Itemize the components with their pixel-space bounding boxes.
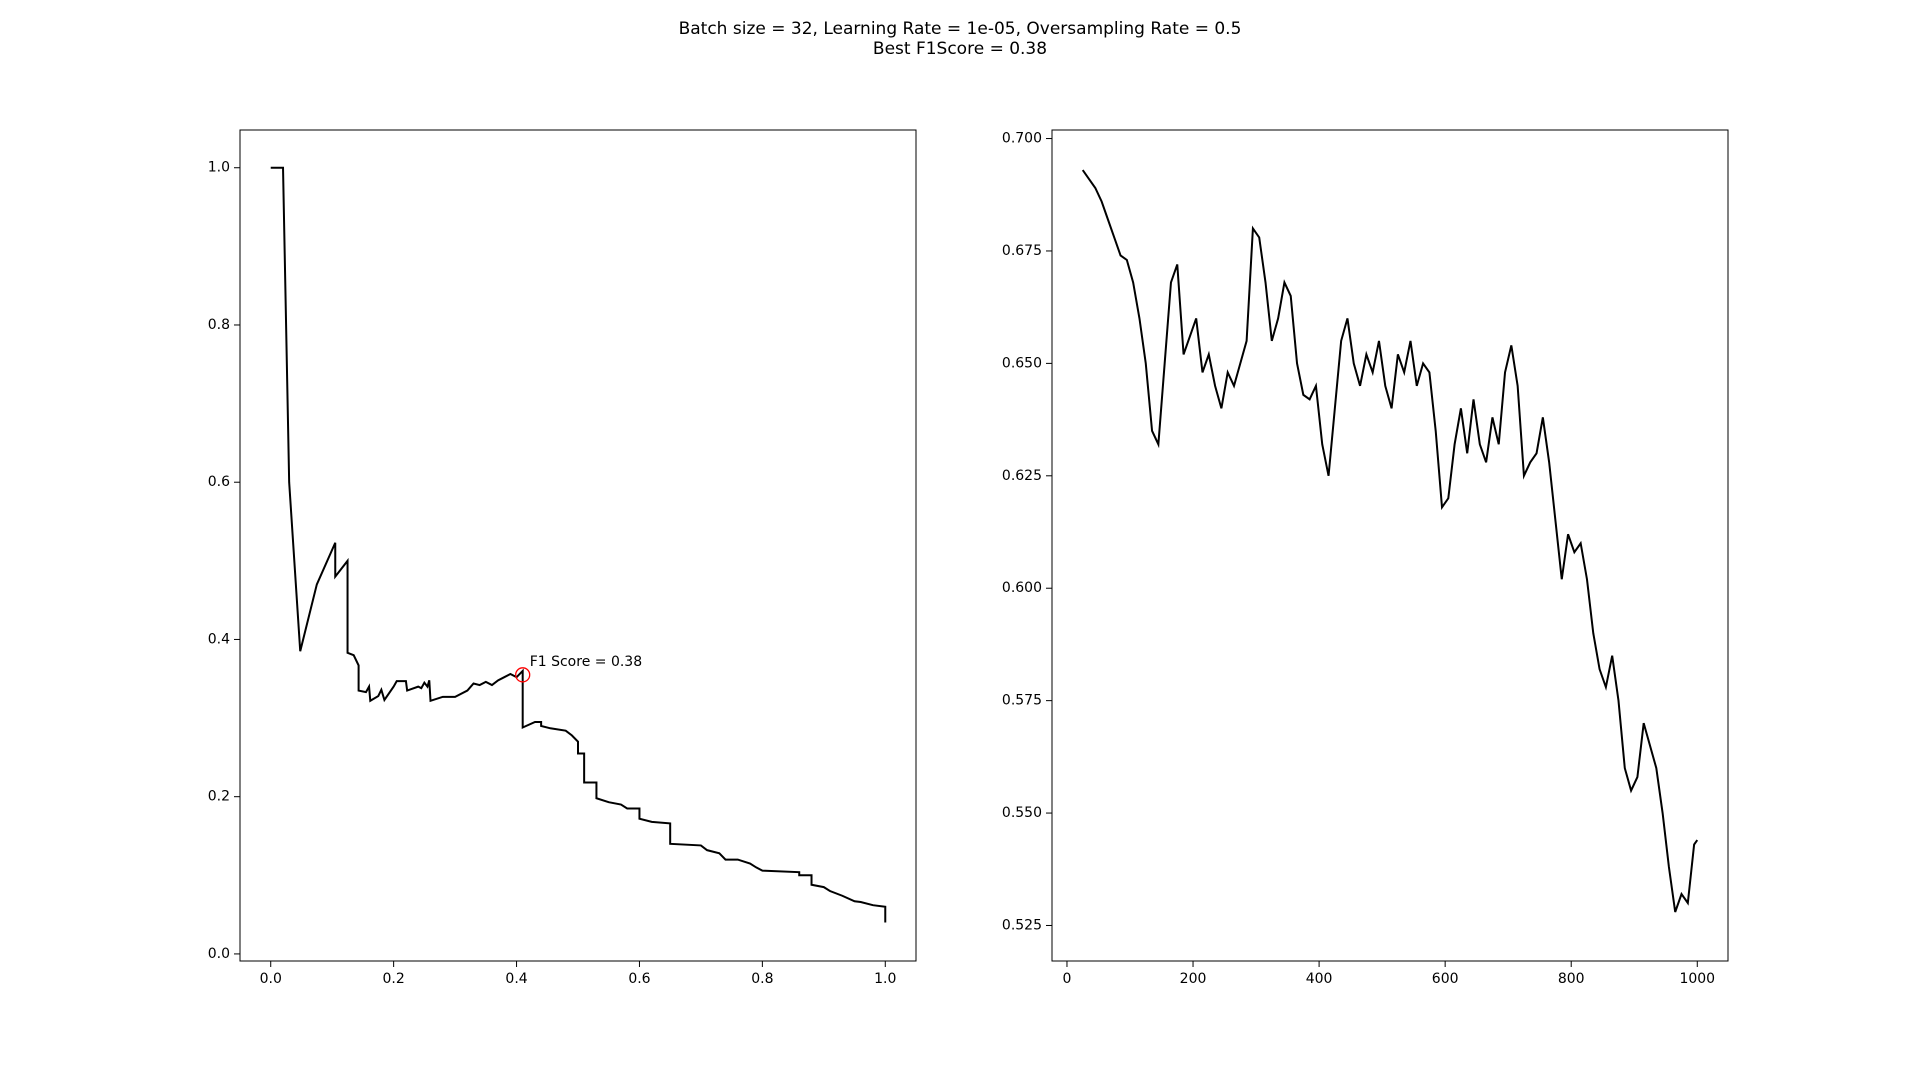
y-tick-label: 0.600 [1002, 580, 1042, 596]
x-tick-label: 1000 [1679, 971, 1715, 987]
y-tick-label: 1.0 [208, 160, 230, 176]
x-tick-label: 0.8 [751, 971, 773, 987]
y-tick-label: 0.625 [1002, 468, 1042, 484]
x-tick-label: 400 [1306, 971, 1333, 987]
x-tick-label: 1.0 [874, 971, 896, 987]
y-tick-label: 0.675 [1002, 243, 1042, 259]
y-tick-label: 0.2 [208, 789, 230, 805]
figure-title: Batch size = 32, Learning Rate = 1e-05, … [679, 19, 1242, 39]
x-tick-label: 0.4 [505, 971, 527, 987]
y-tick-label: 0.525 [1002, 917, 1042, 933]
x-tick-label: 600 [1432, 971, 1459, 987]
y-tick-label: 0.6 [208, 474, 230, 490]
x-tick-label: 0.6 [628, 971, 650, 987]
x-tick-label: 800 [1558, 971, 1585, 987]
figure-subtitle: Best F1Score = 0.38 [873, 39, 1047, 59]
y-tick-label: 0.550 [1002, 805, 1042, 821]
x-tick-label: 0 [1063, 971, 1072, 987]
x-tick-label: 0.0 [260, 971, 282, 987]
y-tick-label: 0.700 [1002, 131, 1042, 147]
line [1081, 169, 1699, 913]
y-tick-label: 0.575 [1002, 693, 1042, 709]
x-tick-label: 0.2 [383, 971, 405, 987]
y-tick-label: 0.0 [208, 946, 230, 962]
y-tick-label: 0.650 [1002, 355, 1042, 371]
annotation-marker [515, 667, 531, 683]
y-tick-label: 0.8 [208, 317, 230, 333]
y-tick-label: 0.4 [208, 631, 230, 647]
line [270, 166, 887, 923]
x-tick-label: 200 [1180, 971, 1207, 987]
plot-frame [1051, 129, 1729, 962]
plot-frame [239, 129, 917, 962]
annotation-label: F1 Score = 0.38 [530, 654, 642, 670]
